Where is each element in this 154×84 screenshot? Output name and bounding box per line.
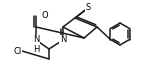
Text: N: N: [60, 36, 66, 45]
Text: N: N: [33, 36, 39, 45]
Text: Cl: Cl: [14, 47, 22, 56]
Text: S: S: [85, 4, 91, 13]
Text: H: H: [33, 46, 39, 55]
Text: O: O: [41, 12, 48, 20]
